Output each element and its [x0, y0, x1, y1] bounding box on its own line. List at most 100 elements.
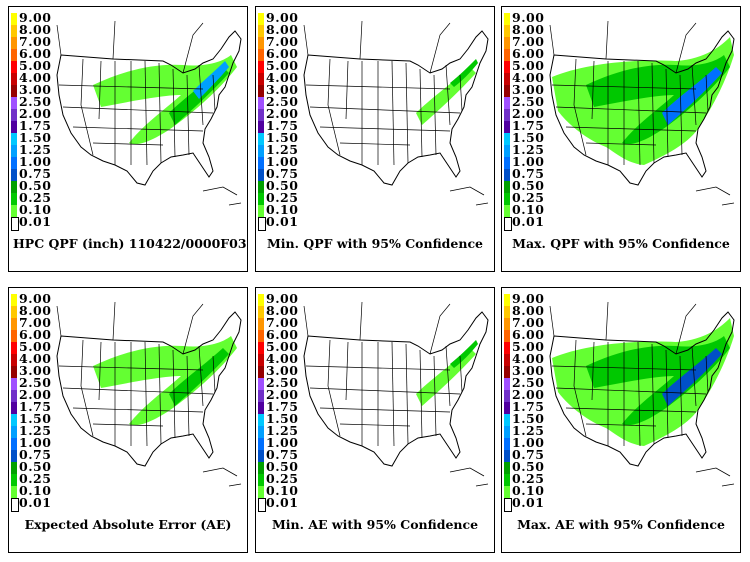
canada-border — [56, 301, 204, 355]
legend-swatch — [11, 109, 17, 121]
legend-level-label: 0.50 — [512, 459, 545, 474]
legend-swatch — [258, 61, 264, 73]
us-outline — [303, 311, 489, 467]
state-border — [172, 349, 176, 439]
legend-row: 2.00 — [504, 388, 556, 402]
legend-level-label: 7.00 — [19, 34, 52, 49]
legend-level-label: 1.00 — [512, 154, 545, 169]
legend-level-label: 1.50 — [266, 411, 299, 426]
state-border — [445, 345, 451, 407]
legend-level-label: 4.00 — [266, 351, 299, 366]
legend-row: 0.01 — [258, 496, 310, 512]
legend-swatch — [258, 157, 264, 169]
precip-area — [193, 61, 229, 99]
legend-row: 1.25 — [258, 424, 310, 438]
legend-swatch — [11, 217, 19, 231]
legend-row: 1.50 — [504, 412, 556, 426]
legend-swatch — [258, 438, 264, 450]
state-border — [591, 60, 595, 120]
legend-row: 7.00 — [504, 316, 556, 330]
state-border — [637, 341, 641, 447]
legend-row: 0.50 — [11, 179, 63, 193]
legend-level-label: 0.50 — [266, 178, 299, 193]
legend-row: 9.00 — [504, 292, 556, 306]
legend-row: 3.00 — [11, 83, 63, 97]
legend-swatch — [504, 109, 510, 121]
legend-row: 0.25 — [11, 471, 63, 486]
map-panel-max-ae: 9.00 8.00 7.00 6.00 5.00 4.00 3.00 2.50 2.00 1.75… — [501, 287, 741, 553]
state-border — [585, 142, 657, 146]
legend-row: 1.00 — [258, 436, 310, 450]
legend-row: 0.50 — [504, 459, 556, 474]
legend-swatch — [258, 366, 264, 378]
legend-level-label: 9.00 — [19, 10, 52, 25]
legend-level-label: 9.00 — [512, 10, 545, 25]
state-border — [339, 423, 411, 427]
precip-area — [662, 67, 722, 125]
legend-row: 0.50 — [504, 179, 556, 193]
legend-swatch — [504, 474, 510, 486]
us-precipitation-map — [56, 20, 242, 206]
precip-area — [169, 348, 229, 406]
legend-row: 8.00 — [11, 23, 63, 37]
state-border — [92, 423, 164, 427]
legend-row: 0.01 — [11, 215, 63, 231]
legend-swatch — [11, 97, 17, 109]
legend-swatch — [258, 217, 266, 231]
legend-swatch — [258, 49, 264, 61]
legend-row: 8.00 — [11, 304, 63, 318]
precip-area — [93, 336, 237, 426]
legend-level-label: 0.75 — [512, 447, 545, 462]
legend-swatch — [258, 25, 264, 37]
legend-level-label: 7.00 — [512, 34, 545, 49]
legend-swatch — [11, 37, 17, 49]
legend-swatch — [11, 205, 17, 217]
legend-level-label: 3.00 — [266, 363, 299, 378]
legend-swatch — [504, 366, 510, 378]
legend-row: 0.01 — [11, 495, 63, 512]
state-border — [80, 339, 94, 437]
legend-level-label: 0.25 — [512, 190, 545, 205]
legend-level-label: 8.00 — [266, 303, 299, 318]
state-border — [691, 64, 697, 126]
legend-level-label: 6.00 — [266, 46, 299, 61]
legend-swatch — [11, 13, 17, 25]
legend-level-label: 1.00 — [19, 154, 52, 169]
legend-swatch — [11, 73, 17, 85]
legend-swatch — [258, 109, 264, 121]
state-border — [212, 74, 216, 112]
legend-level-label: 0.10 — [266, 483, 299, 498]
us-outline — [549, 311, 735, 467]
legend-swatch — [11, 49, 17, 61]
legend-level-label: 4.00 — [512, 351, 545, 366]
legend-level-label: 2.50 — [266, 375, 299, 390]
legend-row: 0.10 — [504, 484, 556, 498]
legend-level-label: 5.00 — [19, 58, 52, 73]
legend-row: 2.50 — [258, 95, 310, 109]
legend-swatch — [258, 342, 264, 354]
legend-row: 0.50 — [258, 178, 310, 193]
state-border — [419, 68, 423, 158]
legend-level-label: 8.00 — [266, 22, 299, 37]
legend-swatch — [11, 474, 17, 486]
legend-swatch — [258, 145, 264, 157]
legend-level-label: 1.00 — [512, 435, 545, 450]
state-border — [573, 339, 587, 437]
legend-level-label: 1.25 — [19, 142, 52, 157]
legend-swatch — [504, 306, 510, 318]
state-border — [405, 343, 409, 445]
legend-swatch — [11, 414, 17, 426]
legend-swatch — [11, 390, 17, 402]
canada-border — [56, 20, 204, 74]
legend-level-label: 0.25 — [19, 471, 52, 486]
legend-level-label: 0.01 — [19, 495, 52, 510]
legend-row: 2.50 — [11, 376, 63, 390]
legend-level-label: 0.01 — [512, 214, 545, 229]
legend-level-label: 7.00 — [19, 315, 52, 330]
legend-level-label: 0.75 — [19, 166, 52, 181]
legend-swatch — [258, 37, 264, 49]
color-legend: 9.00 8.00 7.00 6.00 5.00 4.00 3.00 2.50 2.00 1.75… — [11, 292, 63, 512]
precip-area — [450, 59, 478, 87]
state-border — [72, 126, 204, 132]
legend-swatch — [504, 294, 510, 306]
